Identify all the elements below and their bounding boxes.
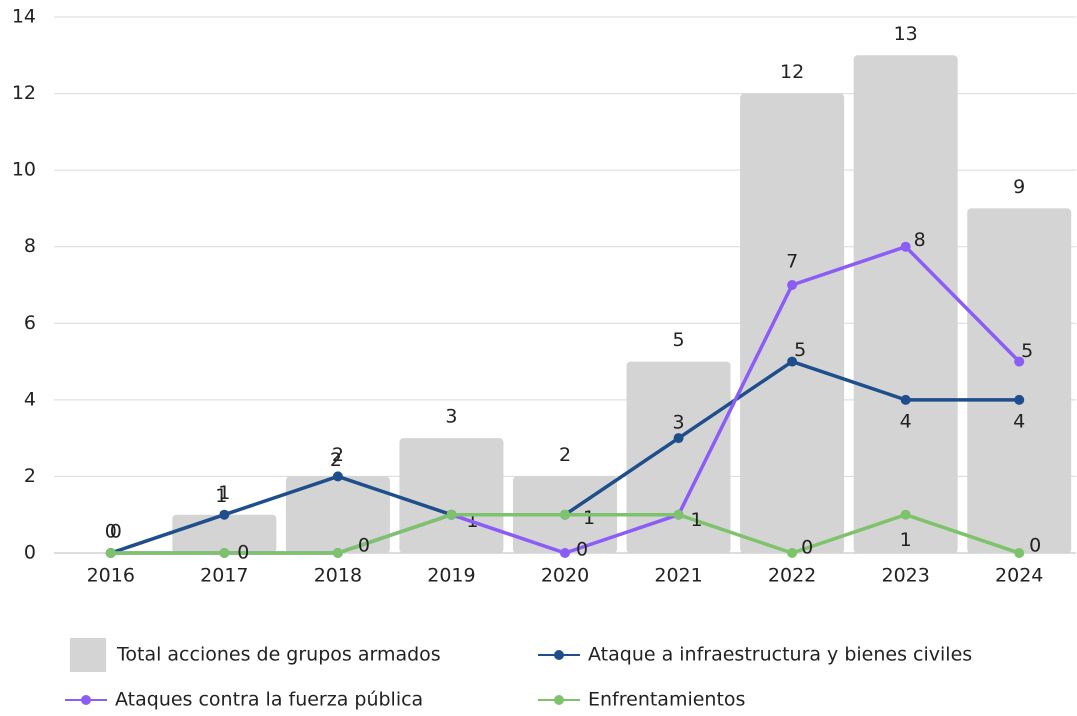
- point: [900, 241, 911, 252]
- point: [219, 548, 230, 558]
- point: [787, 356, 798, 367]
- data-label: 0: [358, 535, 370, 557]
- point: [900, 509, 911, 520]
- data-label: 1: [691, 509, 703, 531]
- bar: [740, 93, 845, 554]
- data-label: 12: [780, 61, 804, 83]
- point: [673, 433, 684, 444]
- point: [787, 280, 798, 290]
- data-label: 0: [801, 537, 813, 559]
- data-label: 4: [900, 410, 912, 432]
- data-label: 0: [105, 521, 117, 543]
- point: [900, 394, 911, 405]
- x-tick-label: 2017: [200, 565, 248, 587]
- point: [787, 548, 798, 558]
- y-tick-label: 12: [12, 82, 36, 104]
- y-tick-label: 14: [12, 6, 36, 28]
- data-label: 1: [218, 482, 230, 504]
- data-label: 2: [332, 444, 344, 466]
- point: [446, 509, 457, 520]
- point: [673, 509, 684, 520]
- data-label: 8: [914, 229, 926, 251]
- x-tick-label: 2022: [768, 565, 816, 587]
- legend-label: Enfrentamientos: [588, 689, 745, 711]
- x-tick-label: 2016: [87, 565, 135, 587]
- data-label: 0: [576, 539, 588, 561]
- legend-label: Ataque a infraestructura y bienes civile…: [588, 644, 972, 666]
- x-tick-label: 2023: [881, 565, 929, 587]
- data-label: 13: [894, 23, 918, 45]
- bar: [399, 438, 504, 553]
- x-tick-label: 2019: [427, 565, 475, 587]
- y-tick-label: 6: [24, 312, 36, 334]
- point: [332, 548, 343, 558]
- legend-swatch: [70, 638, 106, 672]
- bar: [853, 55, 958, 554]
- data-label: 3: [673, 412, 685, 434]
- data-label: 7: [786, 251, 798, 273]
- legend-swatch: [81, 695, 91, 705]
- x-tick-label: 2018: [314, 565, 362, 587]
- data-label: 1: [900, 529, 912, 551]
- data-label: 4: [1013, 410, 1025, 432]
- data-label: 2: [330, 449, 342, 471]
- data-label: 5: [794, 339, 806, 361]
- point: [1014, 356, 1025, 367]
- bar: [626, 361, 731, 553]
- point: [332, 471, 343, 482]
- data-label: 1: [215, 485, 227, 507]
- bar: [172, 514, 277, 553]
- data-label: 0: [237, 542, 249, 564]
- legend-swatch: [554, 650, 564, 660]
- point: [219, 509, 230, 520]
- data-label: 0: [110, 521, 122, 543]
- x-tick-label: 2024: [995, 565, 1043, 587]
- point: [1014, 548, 1025, 558]
- data-label: 9: [1013, 176, 1025, 198]
- y-tick-label: 0: [24, 542, 36, 564]
- y-tick-label: 4: [24, 388, 36, 410]
- x-tick-label: 2020: [541, 565, 589, 587]
- data-label: 3: [445, 406, 457, 428]
- legend-label: Total acciones de grupos armados: [116, 644, 441, 666]
- data-label: 5: [673, 329, 685, 351]
- y-tick-label: 8: [24, 235, 36, 257]
- point: [560, 509, 570, 520]
- data-label: 0: [1029, 535, 1041, 557]
- bar: [967, 208, 1072, 553]
- y-tick-label: 2: [24, 465, 36, 487]
- y-tick-label: 10: [12, 159, 36, 181]
- legend-swatch: [554, 695, 564, 705]
- point: [105, 548, 116, 558]
- bar: [285, 476, 390, 553]
- point: [1014, 394, 1025, 405]
- legend-label: Ataques contra la fuerza pública: [115, 689, 423, 711]
- data-label: 1: [583, 507, 595, 529]
- data-label: 5: [1021, 340, 1033, 362]
- x-tick-label: 2021: [654, 565, 702, 587]
- point: [560, 548, 570, 558]
- data-label: 2: [559, 444, 571, 466]
